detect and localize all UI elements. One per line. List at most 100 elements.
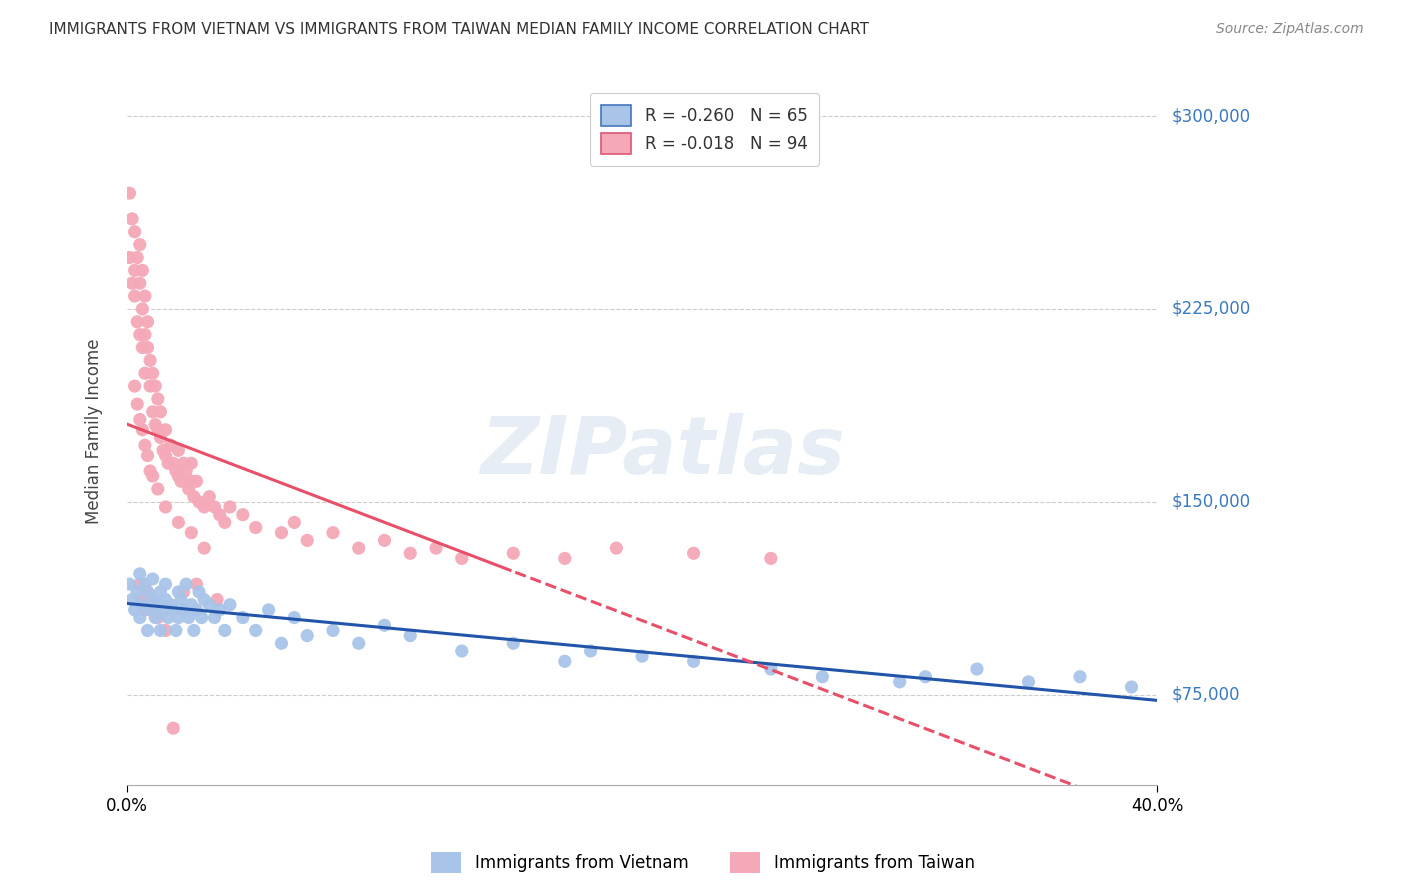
Point [131,423,153,437]
Text: $150,000: $150,000 [1171,492,1250,511]
Point [128,237,150,252]
Point [131,592,153,607]
Legend: R = -0.260   N = 65, R = -0.018   N = 94: R = -0.260 N = 65, R = -0.018 N = 94 [589,93,820,166]
Point [142,366,165,380]
Point [186,577,208,591]
Point [214,624,236,638]
Point [162,721,184,735]
Point [193,541,215,555]
Point [149,405,172,419]
Point [373,618,395,632]
Point [190,610,212,624]
Point [155,423,177,437]
Point [152,443,174,458]
Point [146,482,169,496]
Point [155,577,177,591]
Point [139,379,162,393]
Point [180,456,202,470]
Point [170,475,193,489]
Point [283,610,305,624]
Point [128,610,150,624]
Legend: Immigrants from Vietnam, Immigrants from Taiwan: Immigrants from Vietnam, Immigrants from… [425,846,981,880]
Point [118,186,141,201]
Point [193,592,215,607]
Point [183,624,205,638]
Point [399,629,422,643]
Point [232,508,254,522]
Point [142,592,165,607]
Point [297,629,319,643]
Point [134,577,156,591]
Point [143,610,166,624]
Point [193,500,215,514]
Point [554,654,576,668]
Point [502,546,524,560]
Point [124,379,146,393]
Point [128,327,150,342]
Point [146,598,169,612]
Point [134,327,156,342]
Point [450,551,472,566]
Point [204,610,226,624]
Point [204,500,226,514]
Point [502,636,524,650]
Point [759,662,782,676]
Point [142,405,165,419]
Point [162,456,184,470]
Point [143,379,166,393]
Point [682,546,704,560]
Point [157,456,180,470]
Point [128,412,150,426]
Point [124,225,146,239]
Point [579,644,602,658]
Point [149,624,172,638]
Point [186,603,208,617]
Text: ZIPatlas: ZIPatlas [481,413,845,491]
Point [399,546,422,560]
Point [124,603,146,617]
Point [257,603,280,617]
Point [155,449,177,463]
Point [128,577,150,591]
Point [167,516,190,530]
Point [127,315,149,329]
Point [131,263,153,277]
Point [142,598,165,612]
Point [198,598,221,612]
Text: IMMIGRANTS FROM VIETNAM VS IMMIGRANTS FROM TAIWAN MEDIAN FAMILY INCOME CORRELATI: IMMIGRANTS FROM VIETNAM VS IMMIGRANTS FR… [49,22,869,37]
Point [682,654,704,668]
Point [270,525,292,540]
Point [136,585,159,599]
Point [811,670,834,684]
Point [889,674,911,689]
Point [322,525,344,540]
Point [188,585,211,599]
Point [1017,674,1039,689]
Point [143,417,166,432]
Point [146,392,169,406]
Point [205,592,228,607]
Point [136,449,159,463]
Point [232,610,254,624]
Point [162,603,184,617]
Point [167,469,190,483]
Point [136,315,159,329]
Point [146,423,169,437]
Point [177,482,200,496]
Point [142,572,165,586]
Point [180,475,202,489]
Text: Source: ZipAtlas.com: Source: ZipAtlas.com [1216,22,1364,37]
Point [283,516,305,530]
Point [142,469,165,483]
Point [128,566,150,581]
Point [167,443,190,458]
Point [134,289,156,303]
Point [121,276,143,290]
Point [155,500,177,514]
Y-axis label: Median Family Income: Median Family Income [86,338,103,524]
Point [322,624,344,638]
Point [174,464,197,478]
Point [127,397,149,411]
Point [157,610,180,624]
Point [127,251,149,265]
